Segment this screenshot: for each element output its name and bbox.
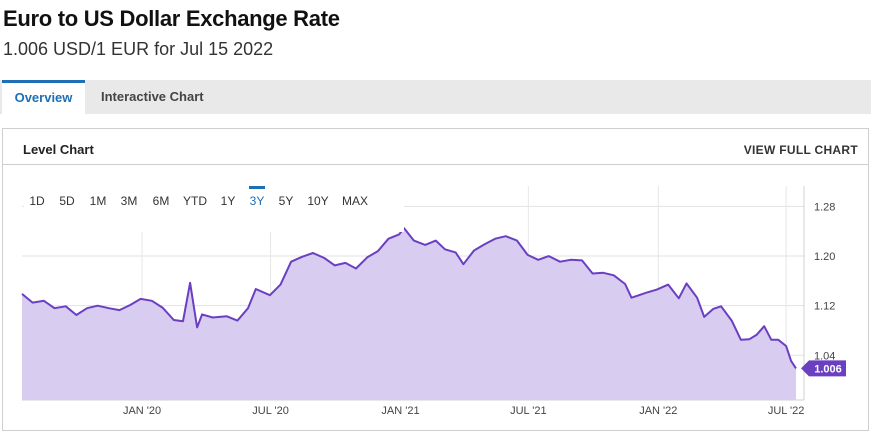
- range-selector: [24, 186, 404, 232]
- y-tick-label: 1.04: [814, 350, 835, 362]
- tab-overview[interactable]: Overview: [2, 80, 85, 114]
- last-value-label: 1.006: [814, 363, 842, 375]
- y-tick-label: 1.28: [814, 201, 835, 213]
- range-button-1d[interactable]: 1D: [29, 194, 45, 208]
- series-area: [22, 228, 796, 400]
- range-button-6m[interactable]: 6M: [153, 194, 170, 208]
- range-button-5d[interactable]: 5D: [59, 194, 75, 208]
- range-button-max[interactable]: MAX: [342, 194, 368, 208]
- series-line: [21, 227, 797, 369]
- range-button-3m[interactable]: 3M: [121, 194, 138, 208]
- range-active-indicator: [249, 186, 265, 189]
- panel-title: Level Chart: [23, 142, 94, 157]
- page-subtitle: 1.006 USD/1 EUR for Jul 15 2022: [3, 39, 274, 59]
- y-tick-label: 1.12: [814, 301, 835, 313]
- last-value-badge: [801, 360, 846, 377]
- x-tick-label: JUL '21: [510, 405, 547, 417]
- view-full-chart-link[interactable]: VIEW FULL CHART: [743, 143, 858, 157]
- chart-panel: Level Chart VIEW FULL CHART: [2, 128, 869, 431]
- range-button-ytd[interactable]: YTD: [183, 194, 207, 208]
- x-tick-label: JUL '22: [768, 405, 805, 417]
- range-button-3y[interactable]: 3Y: [250, 194, 265, 208]
- tab-interactive-chart[interactable]: Interactive Chart: [101, 89, 204, 104]
- range-button-1m[interactable]: 1M: [90, 194, 107, 208]
- x-tick-label: JAN '21: [381, 405, 419, 417]
- y-tick-label: 1.20: [814, 251, 835, 263]
- x-tick-label: JUL '20: [252, 405, 289, 417]
- panel-divider: [3, 164, 868, 165]
- page-title: Euro to US Dollar Exchange Rate: [3, 6, 340, 31]
- range-button-1y[interactable]: 1Y: [221, 194, 236, 208]
- tab-bar: Overview Interactive Chart: [0, 80, 871, 114]
- range-button-5y[interactable]: 5Y: [279, 194, 294, 208]
- range-button-10y[interactable]: 10Y: [307, 194, 328, 208]
- x-tick-label: JAN '20: [123, 405, 161, 417]
- x-tick-label: JAN '22: [639, 405, 677, 417]
